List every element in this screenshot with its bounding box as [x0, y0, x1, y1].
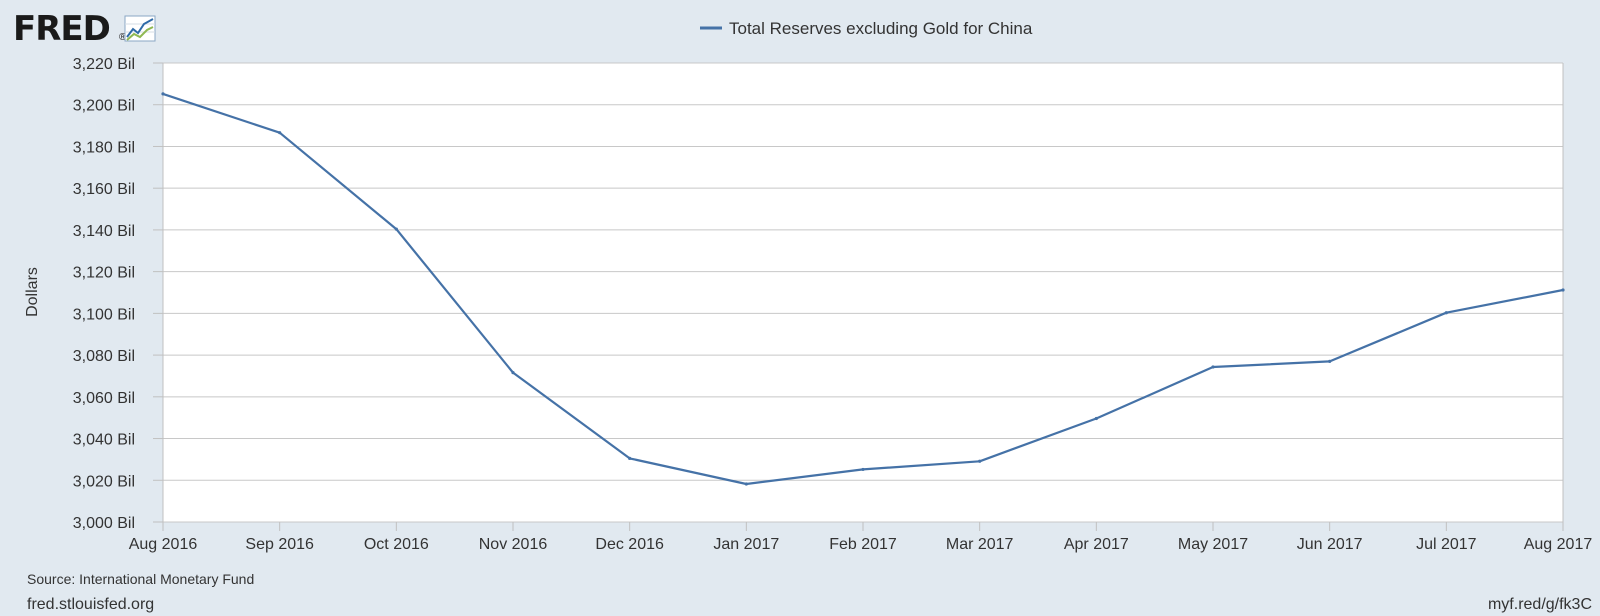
y-tick-label: 3,160 Bil — [73, 181, 135, 198]
y-tick-label: 3,080 Bil — [73, 348, 135, 365]
fred-logo[interactable]: FRED ® — [13, 9, 156, 49]
data-point[interactable] — [1094, 416, 1098, 421]
data-point[interactable] — [161, 92, 165, 96]
fred-site-link[interactable]: fred.stlouisfed.org — [27, 596, 154, 613]
x-tick-label: May 2017 — [1178, 536, 1248, 553]
grid-lines — [162, 62, 1564, 523]
y-axis-tick-labels: 3,000 Bil 3,020 Bil 3,040 Bil 3,060 Bil 3,08… — [73, 56, 163, 532]
x-tick-label: Mar 2017 — [946, 536, 1014, 553]
data-point[interactable] — [744, 482, 748, 486]
fred-logo-text: FRED — [13, 9, 110, 49]
y-tick-label: 3,140 Bil — [73, 223, 135, 240]
y-tick-label: 3,000 Bil — [73, 515, 135, 532]
registered-mark: ® — [119, 32, 127, 43]
x-tick-label: Apr 2017 — [1064, 536, 1129, 553]
y-tick-label: 3,020 Bil — [73, 473, 135, 490]
data-point[interactable] — [278, 131, 282, 135]
data-point[interactable] — [978, 459, 982, 463]
x-axis: Aug 2016 Sep 2016 Oct 2016 Nov 2016 Dec 2016… — [129, 522, 1593, 553]
y-tick-label: 3,200 Bil — [73, 98, 135, 115]
x-tick-label: Dec 2016 — [595, 536, 664, 553]
legend[interactable]: Total Reserves excluding Gold for China — [700, 19, 1033, 38]
y-tick-label: 3,040 Bil — [73, 432, 135, 449]
x-tick-label: Jun 2017 — [1297, 536, 1363, 553]
x-tick-label: Jul 2017 — [1416, 536, 1477, 553]
data-point[interactable] — [628, 456, 632, 460]
data-point[interactable] — [1328, 359, 1332, 363]
y-axis-label: Dollars — [24, 267, 41, 317]
data-point[interactable] — [1561, 288, 1565, 292]
x-tick-label: Sep 2016 — [245, 536, 314, 553]
source-note: Source: International Monetary Fund — [27, 571, 254, 587]
x-tick-label: Oct 2016 — [364, 536, 429, 553]
line-chart-icon — [124, 15, 156, 42]
y-tick-label: 3,180 Bil — [73, 139, 135, 156]
x-tick-label: Nov 2016 — [479, 536, 548, 553]
x-tick-label: Aug 2017 — [1524, 536, 1593, 553]
plot-area — [163, 63, 1563, 522]
y-tick-label: 3,220 Bil — [73, 56, 135, 73]
legend-series-label: Total Reserves excluding Gold for China — [729, 19, 1033, 38]
x-tick-label: Feb 2017 — [829, 536, 897, 553]
y-tick-label: 3,100 Bil — [73, 306, 135, 323]
x-tick-label: Jan 2017 — [713, 536, 779, 553]
y-tick-label: 3,060 Bil — [73, 390, 135, 407]
y-tick-label: 3,120 Bil — [73, 265, 135, 282]
series-layer[interactable] — [161, 92, 1565, 486]
x-tick-label: Aug 2016 — [129, 536, 198, 553]
data-point[interactable] — [861, 467, 865, 472]
data-point[interactable] — [1444, 311, 1448, 315]
data-point[interactable] — [394, 227, 398, 231]
short-link[interactable]: myf.red/g/fk3C — [1488, 596, 1592, 613]
data-point[interactable] — [1211, 365, 1215, 369]
data-point[interactable] — [511, 371, 515, 375]
